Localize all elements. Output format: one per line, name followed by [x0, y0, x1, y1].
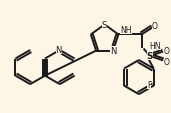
Text: N: N: [56, 46, 62, 55]
Text: O: O: [152, 22, 158, 31]
Text: O: O: [152, 22, 158, 31]
Text: N: N: [110, 47, 116, 56]
Text: HN: HN: [149, 42, 161, 51]
Text: N: N: [56, 46, 62, 55]
Text: O: O: [164, 57, 170, 66]
Text: O: O: [164, 47, 170, 55]
Text: S: S: [147, 52, 153, 61]
Text: O: O: [164, 57, 170, 66]
Text: S: S: [102, 21, 107, 30]
Text: NH: NH: [120, 26, 132, 35]
Text: S: S: [147, 52, 153, 61]
Text: F: F: [147, 80, 152, 89]
Text: NH: NH: [120, 26, 132, 35]
Text: S: S: [102, 21, 107, 30]
Text: HN: HN: [149, 42, 161, 51]
Text: F: F: [147, 80, 152, 89]
Text: O: O: [164, 47, 170, 55]
Text: N: N: [110, 47, 116, 56]
